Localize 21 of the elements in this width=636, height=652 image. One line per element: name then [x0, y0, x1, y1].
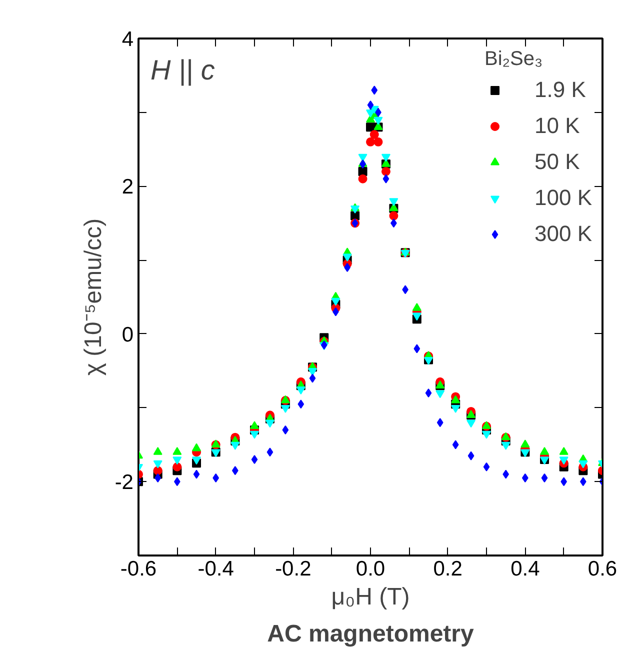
x-tick-label: 0.2 [433, 558, 462, 580]
legend-label: 100 K [534, 185, 592, 211]
legend-label: 1.9 K [534, 77, 586, 103]
legend-label: 10 K [534, 113, 580, 139]
y-tick-label: 0 [122, 323, 134, 346]
legend-title: Bi₂Se₃ [484, 48, 544, 71]
x-axis-title: μ₀H (T) [331, 584, 410, 610]
y-tick-label: 4 [122, 28, 134, 51]
text: AC magnetometry [267, 620, 475, 648]
x-tick-label: 0.6 [588, 558, 618, 580]
y-axis-title: χ (10⁻⁵emu/cc) [80, 218, 107, 376]
x-tick-label: -0.4 [198, 558, 234, 580]
y-tick-label: -2 [114, 471, 134, 494]
y-tick-label: 2 [122, 176, 134, 199]
x-tick-label: -0.6 [120, 558, 157, 580]
legend-label: 50 K [534, 149, 580, 175]
x-tick-label: 0.0 [356, 558, 386, 580]
annotation: H || c [150, 54, 215, 86]
x-tick-label: -0.2 [275, 558, 312, 580]
x-tick-label: 0.4 [510, 558, 540, 580]
legend-label: 300 K [534, 221, 592, 247]
